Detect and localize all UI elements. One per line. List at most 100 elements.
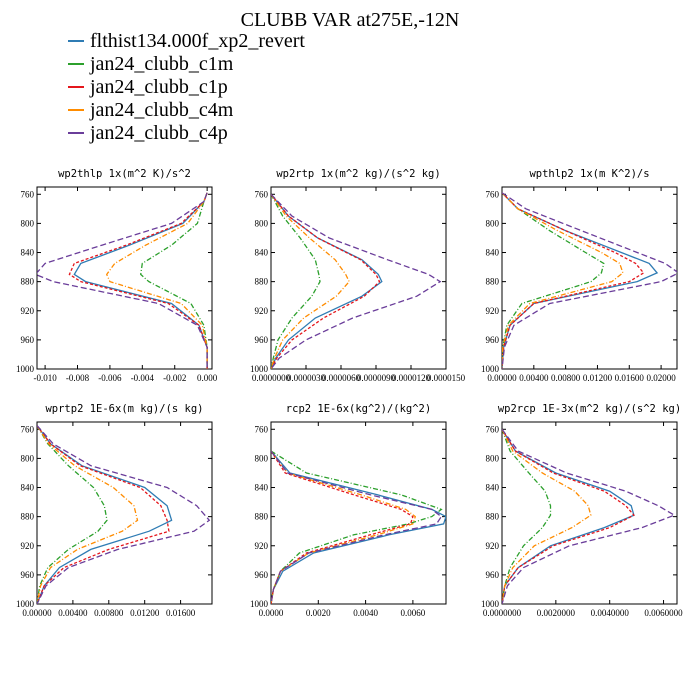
y-tick-label: 1000 [250,599,269,609]
legend-swatch [68,86,84,89]
x-tick-label: 0.0000000 [483,608,522,618]
plot-frame [270,186,447,370]
series-line [68,192,208,369]
legend-swatch [68,63,84,66]
y-tick-label: 800 [255,453,269,463]
legend-swatch [68,40,84,43]
x-tick-label: 0.01600 [166,608,196,618]
y-tick-label: 960 [255,335,269,345]
y-tick-label: 1000 [481,599,500,609]
legend-label: jan24_clubb_c1m [90,53,234,75]
series-line [73,192,208,369]
x-tick-label: 0.00800 [94,608,124,618]
series-line [271,193,442,369]
chart-panel: wpthlp2 1x(m K^2)/s 760 800 840 880 920 960 100… [481,168,678,383]
plot-frame [36,186,213,370]
y-tick-label: 960 [21,335,35,345]
y-tick-label: 840 [486,483,500,493]
chart-panel: wp2thlp 1x(m^2 K)/s^2 760 800 840 880 920 960 1… [16,168,218,383]
y-tick-label: 800 [21,218,35,228]
y-tick-label: 920 [486,541,500,551]
x-tick-label: -0.010 [33,373,57,383]
x-tick-label: 0.0040 [353,608,378,618]
legend-entry: jan24_clubb_c4p [68,122,305,145]
x-tick-label: 0.0020 [306,608,331,618]
y-tick-label: 800 [486,453,500,463]
x-tick-label: 0.00400 [58,608,88,618]
series-line [502,192,605,369]
figure-title: CLUBB VAR at275E,-12N [240,9,460,31]
series-line [502,428,635,604]
legend-label: jan24_clubb_c4m [90,99,234,121]
panel-title: wp2thlp 1x(m^2 K)/s^2 [58,168,191,180]
series-line [105,192,208,369]
series-line [502,428,635,604]
x-tick-label: 0.00000 [22,608,52,618]
y-tick-label: 840 [21,248,35,258]
legend-entry: jan24_clubb_c4m [68,99,305,122]
series-line [37,425,108,604]
y-tick-label: 760 [486,189,500,199]
series-line [37,425,211,604]
x-tick-label: 0.0000000 [252,373,291,383]
x-tick-label: 0.0000060 [322,373,361,383]
y-tick-label: 960 [21,570,35,580]
panel-title: wp2rcp 1E-3x(m^2 kg)/(s^2 kg) [498,403,681,415]
x-tick-label: 0.0040000 [591,608,630,618]
series-line [502,192,624,369]
y-tick-label: 960 [486,335,500,345]
x-tick-label: 0.000 [197,373,218,383]
y-tick-label: 760 [21,189,35,199]
series-line [271,193,381,369]
y-tick-label: 880 [255,512,269,522]
panel-title: rcp2 1E-6x(kg^2)/(kg^2) [286,403,431,415]
x-tick-label: -0.008 [66,373,90,383]
x-tick-label: 0.0000030 [287,373,326,383]
series-line [271,193,383,369]
series-line [271,450,443,604]
x-tick-label: 0.00800 [551,373,581,383]
panel-title: wpthlp2 1x(m K^2)/s [529,168,649,180]
series-line [271,193,321,369]
chart-panel: wprtp2 1E-6x(m kg)/(s kg) 760 800 840 880 920… [16,403,213,618]
series-line [37,425,170,604]
legend-label: flthist134.000f_xp2_revert [90,30,305,52]
y-tick-label: 1000 [250,364,269,374]
panel-title: wprtp2 1E-6x(m kg)/(s kg) [45,403,203,415]
series-line [502,192,677,369]
series-line [502,192,645,369]
chart-panel: wp2rtp 1x(m^2 kg)/(s^2 kg) 760 800 840 880 92… [250,168,466,383]
x-tick-label: 0.0000120 [392,373,431,383]
series-line [271,450,446,604]
series-line [37,425,139,604]
legend-entry: jan24_clubb_c1m [68,53,305,76]
series-line [140,192,208,369]
series-line [271,450,417,604]
y-tick-label: 800 [21,453,35,463]
series-line [271,450,414,604]
x-tick-label: 0.0000090 [357,373,396,383]
series-line [37,425,173,604]
y-tick-label: 920 [21,541,35,551]
y-tick-label: 1000 [16,364,35,374]
y-tick-label: 800 [486,218,500,228]
legend-label: jan24_clubb_c1p [90,76,228,98]
plot-frame [501,421,678,605]
y-tick-label: 840 [486,248,500,258]
series-line [502,429,552,604]
plot-frame [270,421,447,605]
legend-swatch [68,132,84,135]
x-tick-label: -0.004 [131,373,155,383]
series-line [271,193,350,369]
y-tick-label: 880 [255,277,269,287]
y-tick-label: 840 [255,248,269,258]
y-tick-label: 800 [255,218,269,228]
y-tick-label: 920 [255,306,269,316]
y-tick-label: 920 [255,541,269,551]
series-line [502,429,592,604]
y-tick-label: 760 [21,424,35,434]
series-line [502,192,659,369]
y-tick-label: 840 [255,483,269,493]
plot-frame [501,186,678,370]
